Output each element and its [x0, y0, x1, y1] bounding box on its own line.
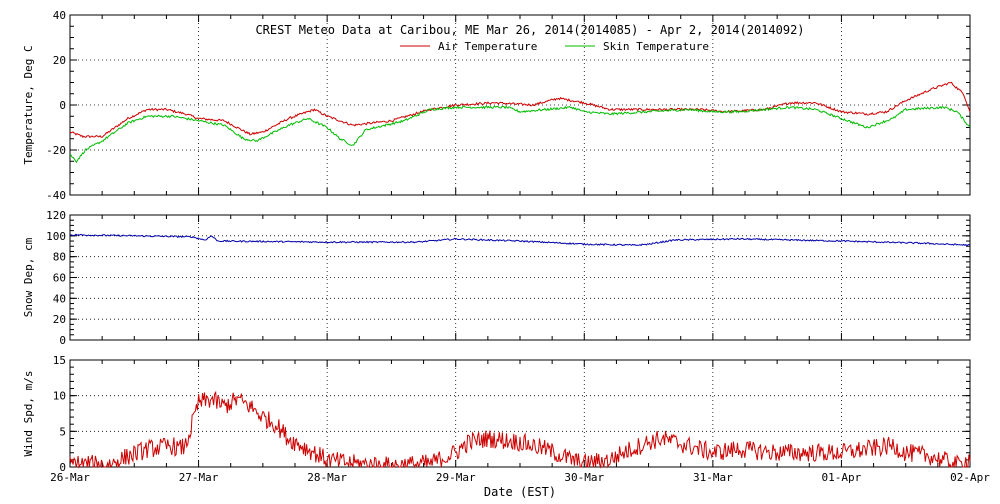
x-tick-label: 02-Apr — [950, 471, 990, 484]
y-tick-label: 120 — [46, 209, 66, 222]
x-tick-label: 28-Mar — [307, 471, 347, 484]
y-tick-label: 20 — [53, 54, 66, 67]
y-tick-label: 10 — [53, 390, 66, 403]
series-line-skin-temperature — [69, 105, 971, 164]
panel-frame — [69, 359, 971, 468]
y-tick-label: 40 — [53, 292, 66, 305]
series-line-panel-2 — [69, 233, 971, 247]
y-axis-label: Temperature, Deg C — [22, 45, 35, 164]
panel-3: 0 5 10 15 Wind Spd, m/s — [22, 354, 971, 474]
y-tick-label: 0 — [59, 334, 66, 347]
x-tick-label: 26-Mar — [50, 471, 90, 484]
y-tick-label: 20 — [53, 313, 66, 326]
y-tick-label: 60 — [53, 272, 66, 285]
legend-label: Skin Temperature — [603, 40, 709, 53]
y-tick-label: 80 — [53, 251, 66, 264]
y-tick-label: 0 — [59, 99, 66, 112]
y-tick-label: -20 — [46, 144, 66, 157]
x-tick-label: 01-Apr — [822, 471, 862, 484]
x-tick-label: 29-Mar — [436, 471, 476, 484]
y-tick-label: -40 — [46, 189, 66, 202]
y-tick-label: 5 — [59, 425, 66, 438]
chart-title: CREST Meteo Data at Caribou, ME Mar 26, … — [255, 23, 804, 37]
series-line-air-temperature — [69, 81, 971, 139]
x-tick-label: 27-Mar — [179, 471, 219, 484]
x-axis-label: Date (EST) — [484, 485, 556, 499]
y-tick-label: 15 — [53, 354, 66, 367]
series-line-panel-3 — [69, 390, 971, 469]
x-tick-label: 31-Mar — [693, 471, 733, 484]
legend-label: Air Temperature — [438, 40, 537, 53]
y-tick-label: 0 — [59, 461, 66, 474]
y-axis-label: Wind Spd, m/s — [22, 370, 35, 456]
y-tick-label: 100 — [46, 230, 66, 243]
x-tick-label: 30-Mar — [564, 471, 604, 484]
panel-2: 0 20 40 60 80 100 120 Snow Dep, cm — [22, 209, 971, 347]
y-axis-label: Snow Dep, cm — [22, 237, 35, 317]
panel-1: -40 -20 0 20 40 Temperature, Deg C Air Tempera… — [22, 9, 971, 202]
chart-panels: -40 -20 0 20 40 Temperature, Deg C Air Tempera… — [22, 9, 990, 484]
y-tick-label: 40 — [53, 9, 66, 22]
